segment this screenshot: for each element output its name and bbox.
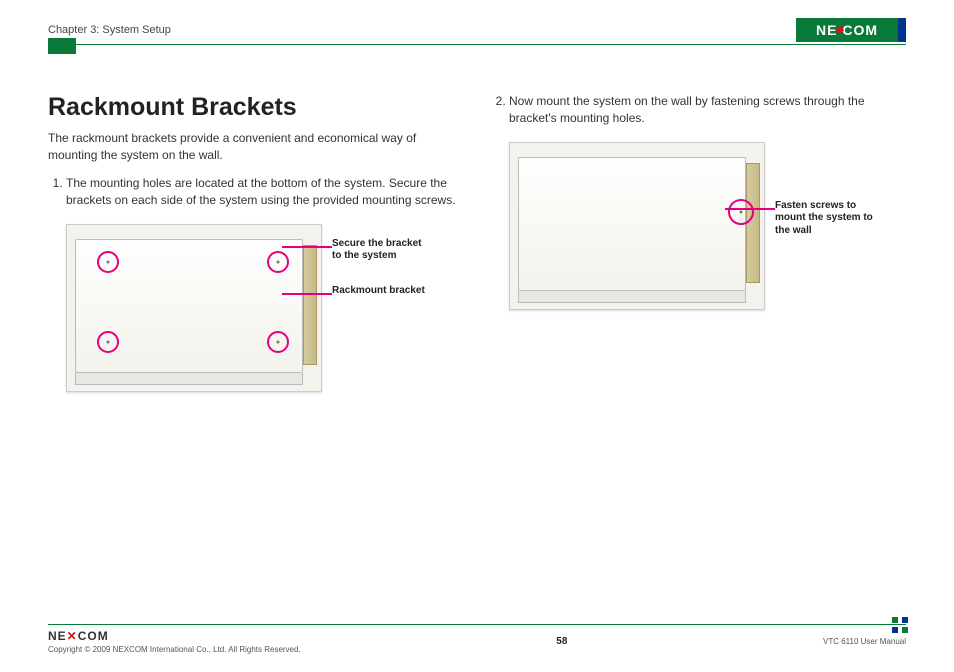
logo-nexcom-top: NE COM: [796, 18, 906, 42]
page-footer: NE✕COM Copyright © 2009 NEXCOM Internati…: [48, 624, 906, 654]
right-column: Now mount the system on the wall by fast…: [491, 93, 906, 392]
callout-text: Rackmount bracket: [332, 285, 425, 296]
device-top-plate: [518, 157, 746, 291]
footer-left: NE✕COM Copyright © 2009 NEXCOM Internati…: [48, 629, 301, 654]
page-number: 58: [556, 636, 567, 647]
callout-fasten-screws: Fasten screws to mount the system to the…: [775, 200, 875, 238]
manual-name: VTC 6110 User Manual: [823, 637, 906, 646]
section-tab-marker: [48, 38, 76, 54]
chapter-label: Chapter 3: System Setup: [48, 24, 171, 36]
step-2: Now mount the system on the wall by fast…: [509, 93, 906, 128]
rackmount-bracket-icon: [303, 245, 317, 365]
figure-device-1: [66, 224, 322, 392]
logo-x-icon: [837, 22, 842, 38]
logo-text-ne: NE: [816, 22, 837, 38]
intro-text: The rackmount brackets provide a conveni…: [48, 130, 463, 165]
mounting-hole-marker: [267, 251, 289, 273]
footer-squares-icon: [892, 617, 908, 633]
leader-line-icon: [725, 208, 775, 210]
logo-nexcom-footer: NE✕COM: [48, 629, 301, 643]
logo-text-com: COM: [842, 22, 878, 38]
mounting-hole-marker: [97, 251, 119, 273]
mounting-hole-marker: [728, 199, 754, 225]
callout-text: Fasten screws to mount the system to the…: [775, 200, 873, 236]
mounting-hole-marker: [97, 331, 119, 353]
device-front-panel: [518, 291, 746, 303]
callout-text: Secure the bracket to the system: [332, 238, 422, 262]
copyright-text: Copyright © 2009 NEXCOM International Co…: [48, 645, 301, 654]
mounting-hole-marker: [267, 331, 289, 353]
step-1: The mounting holes are located at the bo…: [66, 175, 463, 210]
callout-secure-bracket: Secure the bracket to the system: [332, 238, 432, 263]
leader-line-icon: [282, 293, 332, 295]
figure-device-2: [509, 142, 765, 310]
leader-line-icon: [282, 246, 332, 248]
device-front-panel: [75, 373, 303, 385]
page-title: Rackmount Brackets: [48, 93, 463, 122]
left-column: Rackmount Brackets The rackmount bracket…: [48, 93, 463, 392]
callout-rackmount-bracket: Rackmount bracket: [332, 285, 432, 298]
